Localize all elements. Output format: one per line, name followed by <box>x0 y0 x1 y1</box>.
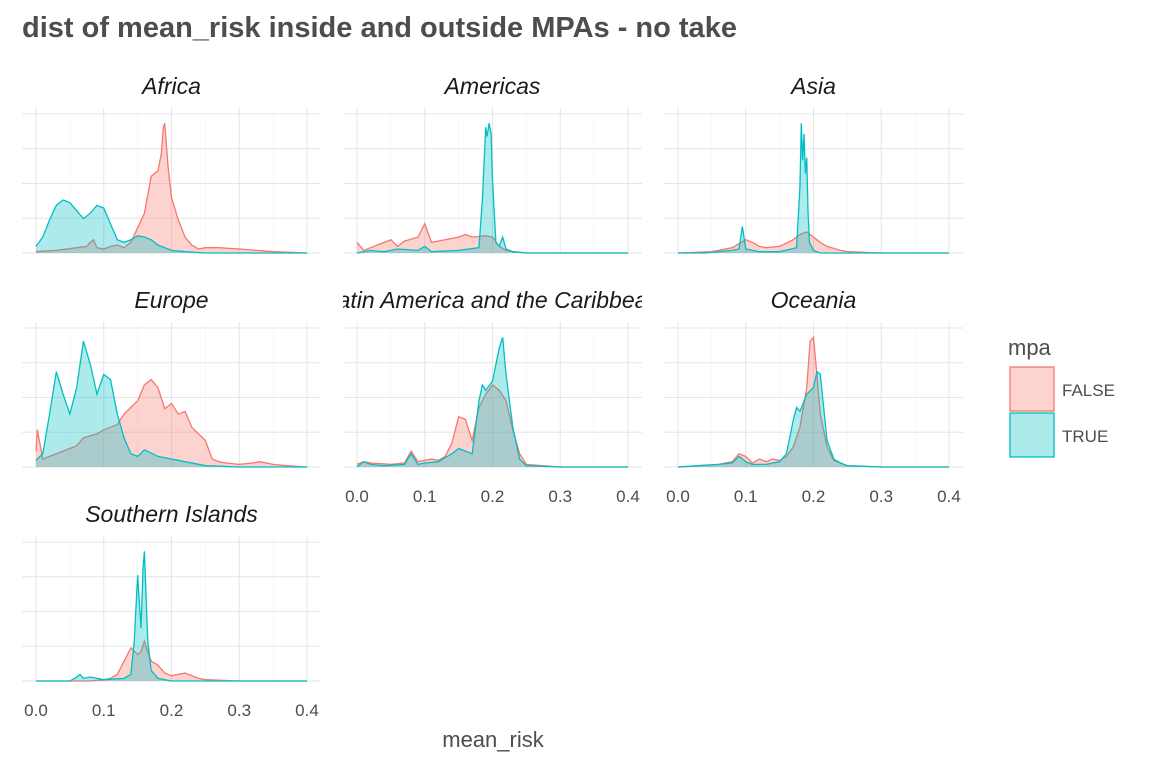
x-tick-label: 0.1 <box>734 487 758 506</box>
x-tick-label: 0.3 <box>227 701 251 720</box>
density-area-false <box>357 384 628 467</box>
x-tick-label: 0.1 <box>413 487 437 506</box>
x-tick-label: 0.2 <box>160 701 184 720</box>
x-axis-title: mean_risk <box>442 727 544 752</box>
density-area-true <box>36 341 307 467</box>
strip-label: Americas <box>443 73 541 99</box>
density-line-false <box>35 123 308 254</box>
density-line-true <box>677 370 949 468</box>
strip-label: Asia <box>789 73 836 99</box>
density-line-true <box>356 337 628 468</box>
legend-swatch <box>1009 412 1055 458</box>
density-area-false <box>36 379 307 467</box>
density-layer <box>36 551 307 682</box>
density-layer <box>35 123 308 254</box>
x-tick-label: 0.0 <box>24 701 48 720</box>
chart-title: dist of mean_risk inside and outside MPA… <box>22 12 737 44</box>
panel-southern-islands: Southern Islands 0.0 0.1 0.2 0.3 0.4 <box>22 501 321 720</box>
legend-label: TRUE <box>1062 427 1108 446</box>
density-area-false <box>36 123 307 254</box>
strip-label: Southern Islands <box>85 501 258 527</box>
density-line-true <box>356 123 628 254</box>
density-layer <box>356 337 628 468</box>
panel-oceania: Oceania 0.0 0.1 0.2 0.3 0.4 <box>664 287 963 506</box>
x-tick-label: 0.0 <box>345 487 369 506</box>
panel-asia: Asia <box>664 73 963 254</box>
density-layer <box>677 335 949 468</box>
legend-keys: FALSE TRUE <box>1009 366 1115 458</box>
density-line-true <box>35 341 307 468</box>
x-tick-label: 0.4 <box>616 487 640 506</box>
legend: mpa FALSE TRUE <box>1008 335 1115 458</box>
strip-label: Africa <box>140 73 201 99</box>
legend-label: FALSE <box>1062 381 1115 400</box>
strip-label: Latin America and the Caribbean <box>325 287 660 313</box>
x-tick-label: 0.2 <box>481 487 505 506</box>
density-line-true <box>678 123 949 254</box>
density-layer <box>677 123 949 254</box>
density-area-true <box>357 337 628 467</box>
x-tick-label: 0.2 <box>802 487 826 506</box>
legend-key-true: TRUE <box>1009 412 1108 458</box>
panel-europe: Europe <box>22 287 321 468</box>
density-area-false <box>678 337 949 467</box>
panel-americas: Americas <box>343 73 642 254</box>
density-layer <box>35 341 308 468</box>
density-line-false <box>677 335 949 468</box>
density-layer <box>356 123 628 254</box>
x-tick-label: 0.4 <box>937 487 961 506</box>
density-area-true <box>36 200 307 253</box>
density-line-true <box>36 551 307 682</box>
x-tick-label: 0.3 <box>869 487 893 506</box>
panels-layer: Africa Americas Asia Europe Latin America an… <box>22 73 963 720</box>
legend-swatch <box>1009 366 1055 412</box>
x-tick-label: 0.0 <box>666 487 690 506</box>
legend-title: mpa <box>1008 335 1052 360</box>
x-tick-label: 0.3 <box>548 487 572 506</box>
strip-label: Oceania <box>771 287 857 313</box>
panel-latin-america-and-the-caribbean: Latin America and the Caribbean 0.0 0.1 0.2… <box>325 287 660 506</box>
legend-key-false: FALSE <box>1009 366 1115 412</box>
x-tick-label: 0.1 <box>92 701 116 720</box>
panel-africa: Africa <box>22 73 321 254</box>
x-tick-label: 0.4 <box>295 701 319 720</box>
density-line-true <box>35 199 307 254</box>
density-line-false <box>35 378 308 468</box>
density-area-true <box>678 371 949 467</box>
strip-label: Europe <box>134 287 208 313</box>
